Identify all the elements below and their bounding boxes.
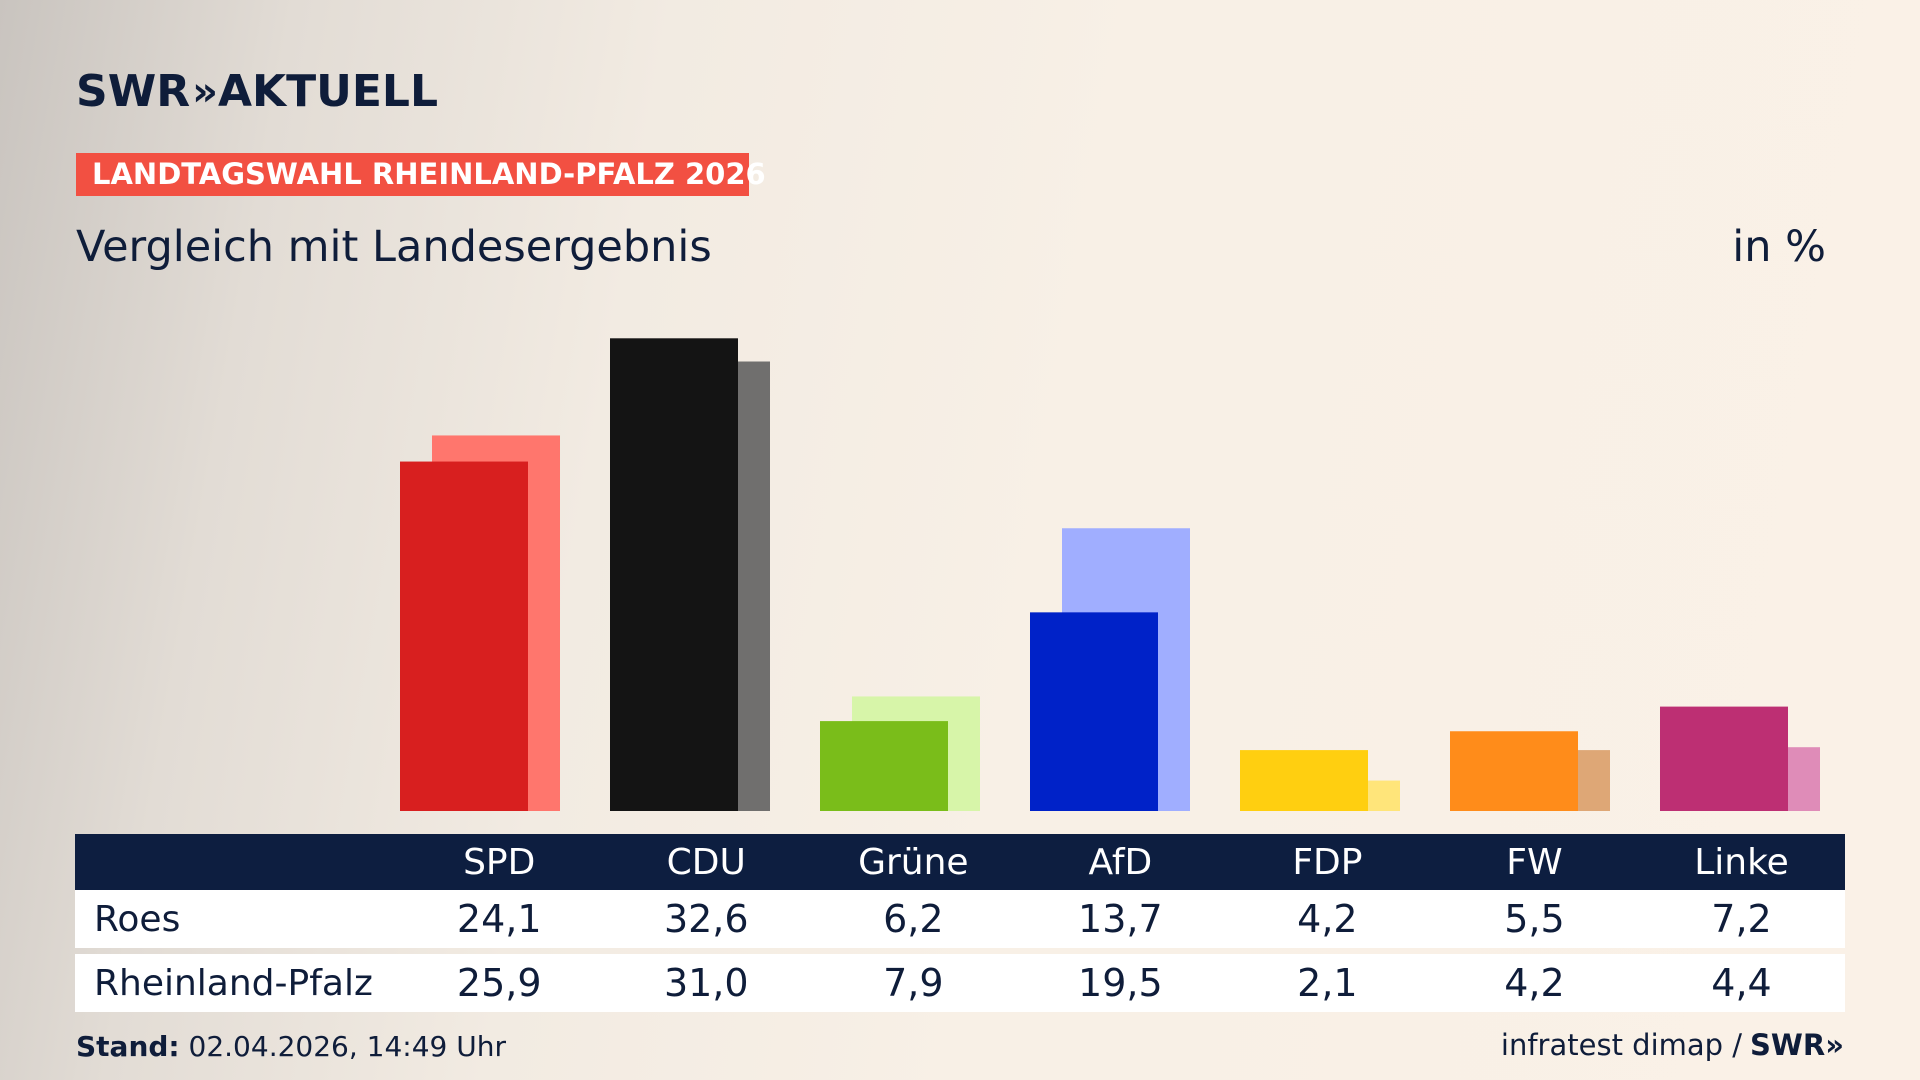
election-kicker-badge: LANDTAGSWAHL RHEINLAND-PFALZ 2026 — [76, 153, 766, 196]
table-row: Rheinland-Pfalz 25,9 31,0 7,9 19,5 2,1 4… — [75, 954, 1845, 1012]
table-cell: 4,2 — [1297, 897, 1358, 941]
table-cell: 5,5 — [1504, 897, 1565, 941]
table-cell: 19,5 — [1078, 961, 1163, 1005]
source-footer: infratest dimap / SWR» — [1501, 1028, 1844, 1062]
party-header: Grüne — [858, 841, 969, 883]
bar-roes-afd — [1030, 612, 1158, 811]
logo-swr-text: SWR — [76, 66, 191, 117]
table-cell: 31,0 — [663, 961, 749, 1005]
party-header: SPD — [463, 841, 536, 883]
table-cell: 4,2 — [1504, 961, 1565, 1005]
bar-roes-grüne — [820, 721, 948, 811]
bar-roes-fdp — [1240, 750, 1368, 811]
party-header: Linke — [1694, 841, 1789, 883]
table-cell: 24,1 — [456, 897, 542, 941]
party-header: AfD — [1088, 841, 1153, 883]
bar-roes-linke — [1660, 706, 1788, 811]
table-cell: 7,9 — [883, 961, 944, 1005]
party-header: FW — [1506, 841, 1563, 883]
table-cell: 6,2 — [883, 897, 944, 941]
timestamp-footer: Stand: 02.04.2026, 14:49 Uhr — [76, 1030, 506, 1063]
table-cell: 4,4 — [1711, 961, 1772, 1005]
party-header: FDP — [1292, 841, 1363, 883]
chart-subtitle: Vergleich mit Landesergebnis — [76, 222, 712, 272]
stand-label: Stand: — [76, 1030, 180, 1063]
row-label: Roes — [94, 898, 181, 940]
bar-roes-cdu — [610, 338, 738, 811]
stand-value: 02.04.2026, 14:49 Uhr — [188, 1030, 506, 1063]
table-row: Roes 24,1 32,6 6,2 13,7 4,2 5,5 7,2 — [75, 890, 1845, 948]
swr-mini-logo: SWR» — [1750, 1028, 1844, 1062]
table-cell: 2,1 — [1297, 961, 1358, 1005]
logo-aktuell-text: AKTUELL — [217, 66, 438, 117]
table-cell: 32,6 — [663, 897, 749, 941]
table-cell: 25,9 — [456, 961, 542, 1005]
bar-roes-spd — [400, 461, 528, 811]
table-header: SPD CDU Grüne AfD FDP FW Linke — [75, 834, 1845, 890]
swr-aktuell-logo: SWR » AKTUELL — [76, 66, 438, 117]
bar-chart — [400, 338, 1820, 811]
table-cell: 7,2 — [1711, 897, 1772, 941]
bar-roes-fw — [1450, 731, 1578, 811]
unit-label: in % — [1732, 222, 1826, 272]
party-header: CDU — [666, 841, 746, 883]
source-text: infratest dimap / — [1500, 1028, 1743, 1062]
results-table: SPD CDU Grüne AfD FDP FW Linke Roes 24,1… — [75, 834, 1845, 1012]
row-label: Rheinland-Pfalz — [94, 962, 373, 1004]
table-cell: 13,7 — [1078, 897, 1163, 941]
